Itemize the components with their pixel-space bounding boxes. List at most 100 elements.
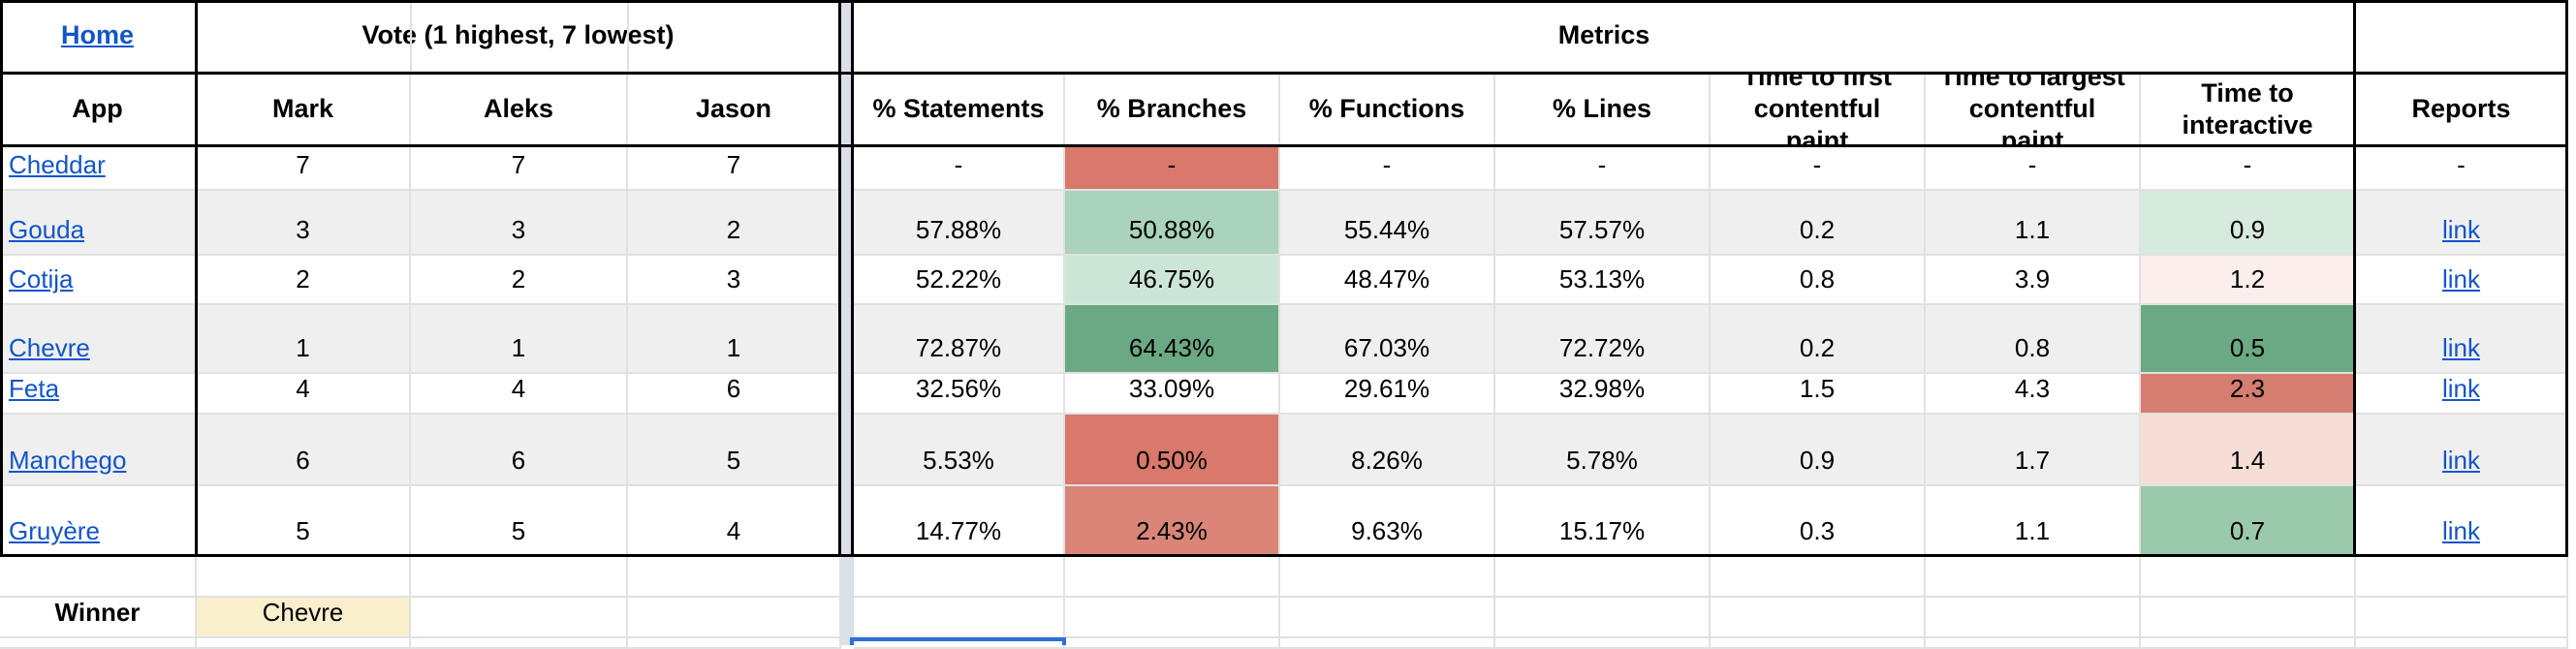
reports-cell[interactable]: link [2356, 415, 2568, 486]
metric-cell[interactable]: 72.72% [1495, 305, 1711, 374]
vote-cell[interactable]: 1 [197, 305, 411, 374]
metric-cell[interactable]: 0.7 [2141, 486, 2356, 557]
empty-cell[interactable] [411, 557, 628, 598]
empty-cell[interactable] [1280, 598, 1495, 638]
vote-cell[interactable]: 3 [628, 256, 841, 305]
empty-cell[interactable] [1280, 638, 1495, 649]
vote-cell[interactable]: 2 [628, 191, 841, 256]
empty-cell[interactable] [0, 638, 197, 649]
metric-cell[interactable]: 57.88% [854, 191, 1065, 256]
vote-cell[interactable]: 7 [197, 147, 411, 191]
metric-cell[interactable]: 50.88% [1065, 191, 1280, 256]
metric-cell[interactable]: 2.3 [2141, 374, 2356, 415]
vote-cell[interactable]: 4 [628, 486, 841, 557]
empty-cell[interactable] [628, 638, 841, 649]
vote-cell[interactable]: 5 [197, 486, 411, 557]
metric-cell[interactable]: - [1926, 147, 2141, 191]
metric-cell[interactable]: 1.1 [1926, 486, 2141, 557]
metric-cell[interactable]: 72.87% [854, 305, 1065, 374]
metric-cell[interactable]: 8.26% [1280, 415, 1495, 486]
vote-cell[interactable]: 7 [628, 147, 841, 191]
metric-cell[interactable]: 15.17% [1495, 486, 1711, 557]
report-link[interactable]: link [2441, 215, 2480, 244]
metric-cell[interactable]: 1.2 [2141, 256, 2356, 305]
metric-cell[interactable]: 5.78% [1495, 415, 1711, 486]
reports-cell[interactable]: link [2356, 305, 2568, 374]
metric-cell[interactable]: 0.2 [1711, 191, 1926, 256]
metric-cell[interactable]: 14.77% [854, 486, 1065, 557]
empty-cell[interactable] [2141, 638, 2356, 649]
app-cell[interactable]: Manchego [0, 415, 197, 486]
app-link-cotija[interactable]: Cotija [9, 264, 74, 294]
empty-cell[interactable] [2141, 557, 2356, 598]
empty-cell[interactable] [1926, 638, 2141, 649]
app-cell[interactable]: Gruyère [0, 486, 197, 557]
app-link-chevre[interactable]: Chevre [9, 333, 90, 362]
winner-label-cell[interactable]: Winner [0, 598, 197, 638]
metric-cell[interactable]: 0.50% [1065, 415, 1280, 486]
report-link[interactable]: link [2441, 446, 2480, 475]
empty-cell[interactable] [2356, 557, 2568, 598]
vote-cell[interactable]: 1 [628, 305, 841, 374]
vote-cell[interactable]: 3 [197, 191, 411, 256]
metric-cell[interactable]: 1.4 [2141, 415, 2356, 486]
metric-cell[interactable]: 55.44% [1280, 191, 1495, 256]
reports-cell[interactable]: link [2356, 191, 2568, 256]
metric-cell[interactable]: - [854, 147, 1065, 191]
metric-cell[interactable]: 57.57% [1495, 191, 1711, 256]
vote-cell[interactable]: 2 [197, 256, 411, 305]
reports-cell[interactable]: link [2356, 486, 2568, 557]
reports-cell[interactable]: link [2356, 374, 2568, 415]
metric-cell[interactable]: - [1280, 147, 1495, 191]
report-link[interactable]: link [2441, 516, 2480, 545]
app-cell[interactable]: Feta [0, 374, 197, 415]
empty-cell[interactable] [411, 598, 628, 638]
metric-cell[interactable]: 0.2 [1711, 305, 1926, 374]
vote-cell[interactable]: 3 [411, 191, 628, 256]
app-cell[interactable]: Cotija [0, 256, 197, 305]
empty-cell[interactable] [1711, 638, 1926, 649]
metric-cell[interactable]: 1.1 [1926, 191, 2141, 256]
empty-cell[interactable] [1711, 598, 1926, 638]
reports-cell[interactable]: link [2356, 256, 2568, 305]
metric-cell[interactable]: 32.98% [1495, 374, 1711, 415]
metric-cell[interactable]: 0.3 [1711, 486, 1926, 557]
metric-cell[interactable]: - [2141, 147, 2356, 191]
empty-cell[interactable] [1280, 557, 1495, 598]
metric-cell[interactable]: 52.22% [854, 256, 1065, 305]
metric-cell[interactable]: 0.8 [1926, 305, 2141, 374]
metric-cell[interactable]: 67.03% [1280, 305, 1495, 374]
empty-cell[interactable] [2356, 638, 2568, 649]
metric-cell[interactable]: - [1495, 147, 1711, 191]
vote-cell[interactable]: 4 [197, 374, 411, 415]
vote-cell[interactable]: 1 [411, 305, 628, 374]
app-cell[interactable]: Chevre [0, 305, 197, 374]
app-link-gruyère[interactable]: Gruyère [9, 516, 100, 545]
empty-cell[interactable] [1495, 598, 1711, 638]
empty-cell[interactable] [1065, 598, 1280, 638]
empty-cell[interactable] [2141, 598, 2356, 638]
metric-cell[interactable]: 5.53% [854, 415, 1065, 486]
empty-cell[interactable] [411, 638, 628, 649]
metric-cell[interactable]: 0.9 [1711, 415, 1926, 486]
metric-cell[interactable]: 53.13% [1495, 256, 1711, 305]
empty-cell[interactable] [197, 557, 411, 598]
vote-cell[interactable]: 7 [411, 147, 628, 191]
winner-value-cell[interactable]: Chevre [197, 598, 411, 638]
empty-cell[interactable] [854, 598, 1065, 638]
metric-cell[interactable]: 64.43% [1065, 305, 1280, 374]
metric-cell[interactable]: 33.09% [1065, 374, 1280, 415]
metric-cell[interactable]: 3.9 [1926, 256, 2141, 305]
empty-cell[interactable] [1065, 638, 1280, 649]
empty-cell[interactable] [0, 557, 197, 598]
metric-cell[interactable]: - [1711, 147, 1926, 191]
reports-cell[interactable]: - [2356, 147, 2568, 191]
app-cell[interactable]: Gouda [0, 191, 197, 256]
vote-cell[interactable]: 6 [411, 415, 628, 486]
metric-cell[interactable]: 1.5 [1711, 374, 1926, 415]
metric-cell[interactable]: 29.61% [1280, 374, 1495, 415]
metric-cell[interactable]: - [1065, 147, 1280, 191]
empty-cell[interactable] [1065, 557, 1280, 598]
empty-cell[interactable] [1495, 557, 1711, 598]
metric-cell[interactable]: 32.56% [854, 374, 1065, 415]
